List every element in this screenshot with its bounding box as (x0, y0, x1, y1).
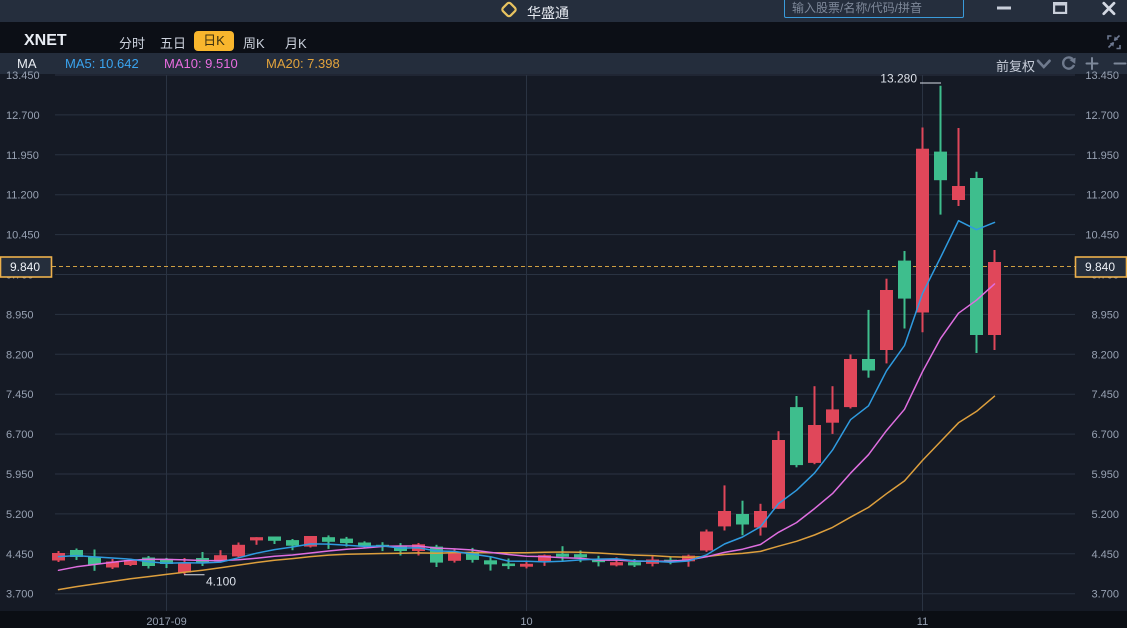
svg-text:5.950: 5.950 (1091, 469, 1119, 481)
svg-text:11: 11 (917, 616, 928, 628)
svg-text:8.950: 8.950 (6, 309, 34, 321)
svg-text:2017-09: 2017-09 (146, 616, 186, 628)
svg-text:4.450: 4.450 (6, 549, 34, 561)
svg-text:10: 10 (520, 616, 532, 628)
svg-text:3.700: 3.700 (6, 589, 34, 601)
svg-text:6.700: 6.700 (1091, 429, 1119, 441)
svg-text:9.840: 9.840 (10, 260, 40, 274)
svg-text:6.700: 6.700 (6, 429, 34, 441)
svg-text:5.200: 5.200 (6, 509, 34, 521)
svg-text:9.840: 9.840 (1085, 260, 1115, 274)
svg-text:10.450: 10.450 (6, 230, 40, 242)
svg-text:8.200: 8.200 (6, 349, 34, 361)
svg-text:11.200: 11.200 (1086, 190, 1119, 202)
svg-text:13.280: 13.280 (880, 72, 917, 86)
svg-text:3.700: 3.700 (1091, 589, 1119, 601)
svg-text:12.700: 12.700 (1085, 110, 1119, 122)
svg-text:13.450: 13.450 (6, 70, 40, 82)
svg-text:5.200: 5.200 (1091, 509, 1119, 521)
svg-text:13.450: 13.450 (1085, 70, 1119, 82)
svg-text:12.700: 12.700 (6, 110, 40, 122)
svg-text:7.450: 7.450 (6, 389, 34, 401)
svg-text:4.100: 4.100 (206, 575, 236, 589)
svg-text:11.950: 11.950 (6, 150, 39, 162)
svg-text:10.450: 10.450 (1085, 230, 1119, 242)
svg-text:11.200: 11.200 (6, 190, 39, 202)
svg-text:7.450: 7.450 (1091, 389, 1119, 401)
svg-text:8.200: 8.200 (1091, 349, 1119, 361)
svg-text:4.450: 4.450 (1091, 549, 1119, 561)
svg-text:11.950: 11.950 (1086, 150, 1119, 162)
svg-text:8.950: 8.950 (1091, 309, 1119, 321)
svg-text:5.950: 5.950 (6, 469, 34, 481)
